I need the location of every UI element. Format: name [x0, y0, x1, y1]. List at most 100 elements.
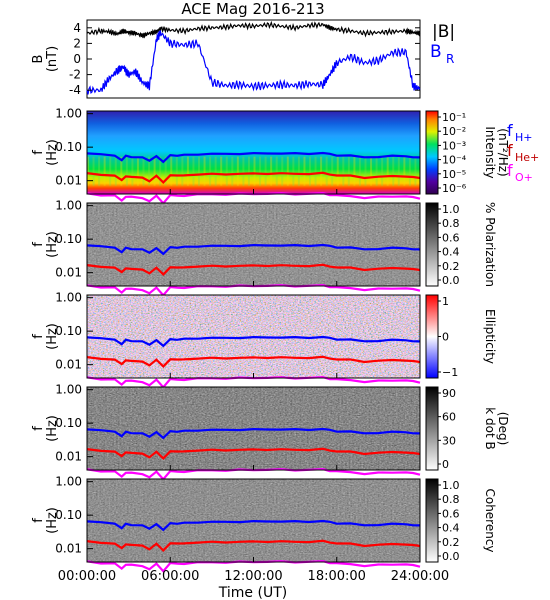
intensity-streak	[408, 156, 411, 186]
intensity-streak	[320, 156, 323, 186]
polarization-ytick-label: 1.00	[55, 199, 82, 213]
coherency-colorbar-label: 0.0	[442, 550, 460, 563]
coherency-colorbar-label: 0.8	[442, 493, 460, 506]
b-ytick-label: -2	[69, 68, 81, 82]
intensity-ylabel-hz: (Hz)	[45, 139, 60, 166]
fHeplus-line	[86, 171, 421, 184]
intensity-streak	[131, 156, 134, 186]
fHeplus-line	[86, 263, 421, 276]
polarization-colorbar-label: 0.8	[442, 217, 460, 230]
panel-polarization: 0.01 0.10 1.00 f (Hz) 1.00.80.6 0.40.20.0 % Pol…	[31, 199, 497, 297]
coherency-colorbar-label: 1.0	[442, 479, 460, 492]
time-tick-label: 12:00:00	[224, 569, 282, 584]
coherency-ylabel-f: f	[31, 518, 46, 523]
ellipticity-ylabel-f: f	[31, 334, 46, 339]
intensity-streak	[353, 156, 356, 186]
kdotb-ylabel-hz: (Hz)	[45, 415, 60, 442]
intensity-streak	[170, 156, 173, 186]
b-ytick-label: -4	[69, 83, 81, 97]
intensity-streak	[242, 156, 245, 186]
intensity-streak	[275, 156, 278, 186]
intensity-streak	[253, 156, 256, 186]
intensity-streak	[264, 156, 267, 186]
intensity-streak	[159, 156, 162, 186]
ellipticity-ytick-label: 0.10	[55, 324, 82, 338]
cyclotron-legend: f H+ f He+ f O+	[507, 121, 539, 184]
b-ylabel-1: B	[31, 55, 46, 64]
intensity-streak	[114, 156, 117, 186]
intensity-colorbar-title: Intensity	[483, 126, 497, 178]
ellipticity-colorbar	[425, 294, 439, 379]
polarization-colorbar-label: 0.6	[442, 231, 460, 244]
x-axis-title: Time (UT)	[218, 585, 287, 600]
legend-fo: f	[507, 161, 513, 180]
intensity-streak	[314, 156, 317, 186]
intensity-streak	[342, 156, 345, 186]
intensity-streak	[397, 156, 400, 186]
kdotb-colorbar-label: 30	[442, 434, 456, 447]
intensity-streak	[192, 156, 195, 186]
intensity-streak	[181, 156, 184, 186]
time-tick-label: 18:00:00	[308, 569, 366, 584]
intensity-streak	[247, 156, 250, 186]
intensity-colorbar-label: 10⁻⁶	[442, 182, 467, 195]
intensity-streak	[153, 156, 156, 186]
time-tick-label: 24:00:00	[391, 569, 449, 584]
ellipticity-colorbar-label: 1	[442, 295, 449, 308]
panel-kdotb: 0.01 0.10 1.00 f (Hz) 90 60 30 0 k dot B (Deg)	[31, 383, 510, 481]
intensity-colorbar	[425, 110, 439, 195]
kdotb-ylabel-f: f	[31, 426, 46, 431]
intensity-colorbar-label: 10⁻³	[442, 139, 466, 152]
legend-fo-sub: O+	[515, 171, 533, 184]
panel-intensity: 0.010.101.00f (Hz)10⁻¹10⁻²10⁻³10⁻⁴10⁻⁵10⁻…	[31, 107, 510, 205]
intensity-streak	[209, 156, 212, 186]
intensity-streak	[259, 156, 262, 186]
coherency-ytick-label: 0.10	[55, 508, 82, 522]
fOplus-line	[86, 191, 421, 205]
kdotb-ytick-label: 1.00	[55, 383, 82, 397]
intensity-streak	[375, 156, 378, 186]
legend-fhe: f	[507, 141, 513, 160]
polarization-colorbar	[425, 202, 439, 287]
kdotb-colorbar-label: 60	[442, 411, 456, 424]
figure-title: ACE Mag 2016-213	[181, 0, 324, 18]
intensity-streak	[142, 156, 145, 186]
panel-coherency: 0.01 0.10 1.00 f (Hz) 1.00.80.6 0.40.20.0 Coher…	[31, 475, 497, 573]
kdotb-ytick-label: 0.10	[55, 416, 82, 430]
intensity-streak	[414, 156, 417, 186]
fHeplus-line	[86, 355, 421, 368]
intensity-colorbar-label: 10⁻¹	[442, 111, 466, 124]
polarization-colorbar-label: 0.4	[442, 246, 460, 259]
intensity-colorbar-label: 10⁻⁵	[442, 168, 466, 181]
intensity-streak	[336, 156, 339, 186]
intensity-streak	[270, 156, 273, 186]
b-series-absb	[86, 20, 421, 39]
coherency-colorbar-title: Coherency	[483, 488, 497, 552]
intensity-streak	[381, 156, 384, 186]
coherency-colorbar	[425, 478, 439, 563]
fOplus-line	[86, 375, 421, 389]
polarization-ylabel-f: f	[31, 242, 46, 247]
fHeplus-line	[86, 447, 421, 460]
intensity-streak	[392, 156, 395, 186]
time-tick-label: 00:00:00	[58, 569, 116, 584]
intensity-streak	[292, 156, 295, 186]
ellipticity-ytick-label: 1.00	[55, 291, 82, 305]
legend-fhe-sub: He+	[515, 151, 539, 164]
fOplus-line	[86, 467, 421, 481]
intensity-streak	[303, 156, 306, 186]
intensity-streak	[325, 156, 328, 186]
intensity-streak	[309, 156, 311, 186]
intensity-streak	[236, 156, 239, 186]
b-ylabel-2: (nT)	[45, 46, 60, 72]
intensity-ytick-label: 0.10	[55, 140, 82, 154]
intensity-streak	[214, 156, 217, 186]
kdotb-colorbar-label: 90	[442, 387, 456, 400]
intensity-streak	[231, 156, 234, 186]
kdotb-colorbar-label: 0	[442, 458, 449, 471]
legend-fh-sub: H+	[515, 131, 533, 144]
intensity-colorbar-label: 10⁻⁴	[442, 154, 467, 167]
kdotb-colorbar-title: (Deg)	[496, 412, 510, 446]
polarization-colorbar-label: 1.0	[442, 203, 460, 216]
